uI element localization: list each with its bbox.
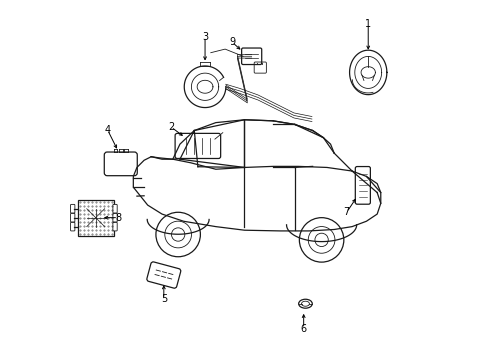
FancyBboxPatch shape xyxy=(113,213,117,222)
FancyBboxPatch shape xyxy=(70,222,75,231)
FancyBboxPatch shape xyxy=(113,204,117,213)
Text: 8: 8 xyxy=(115,213,121,222)
FancyBboxPatch shape xyxy=(70,213,75,222)
Text: 1: 1 xyxy=(365,19,370,29)
Text: 2: 2 xyxy=(167,122,174,132)
Text: 6: 6 xyxy=(300,324,306,334)
Text: 3: 3 xyxy=(202,32,208,41)
FancyBboxPatch shape xyxy=(70,204,75,213)
Text: 4: 4 xyxy=(104,125,110,135)
Bar xyxy=(78,200,113,235)
Text: 5: 5 xyxy=(161,294,166,304)
FancyBboxPatch shape xyxy=(113,222,117,231)
Text: 9: 9 xyxy=(228,37,235,47)
Text: 7: 7 xyxy=(343,207,349,217)
